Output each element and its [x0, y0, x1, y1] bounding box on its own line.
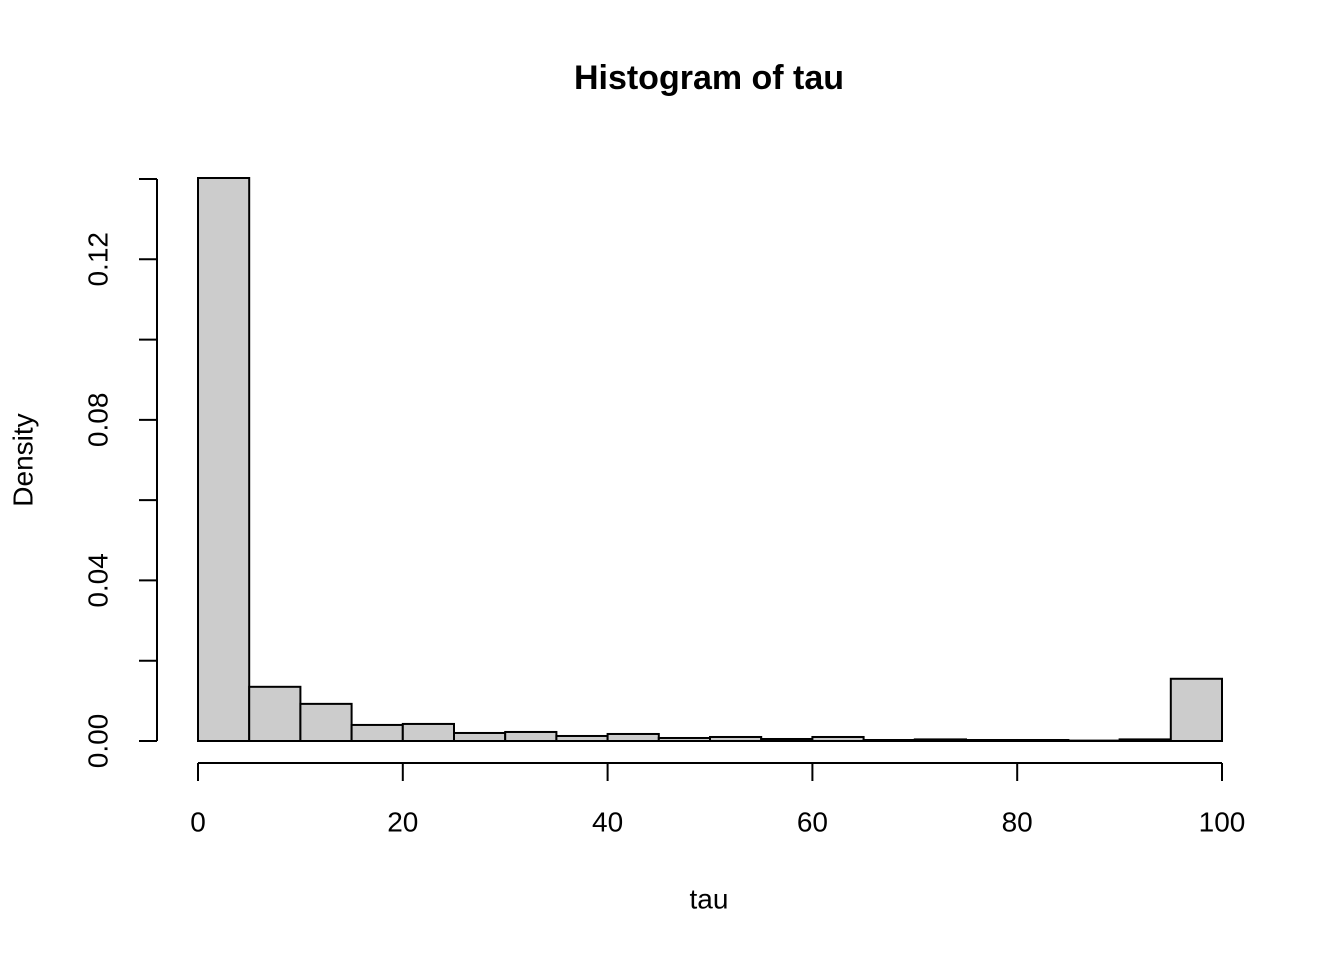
y-tick-label: 0.12: [82, 232, 113, 287]
bar: [453, 731, 507, 743]
bar: [1118, 738, 1172, 743]
bar: [965, 738, 1019, 742]
bar: [555, 734, 609, 742]
chart-title: Histogram of tau: [574, 59, 844, 97]
bar: [862, 738, 916, 742]
y-tick-label: 0.00: [82, 714, 113, 769]
y-tick-label: 0.04: [82, 553, 113, 608]
y-axis-label: Density: [7, 413, 38, 506]
bar: [811, 735, 865, 743]
bar: [760, 737, 814, 743]
bar: [504, 730, 558, 742]
bar: [197, 176, 251, 743]
bar: [299, 702, 353, 742]
x-axis-label: tau: [690, 883, 729, 914]
bar: [657, 736, 711, 742]
bar: [913, 738, 967, 743]
bar: [709, 735, 763, 743]
x-tick-label: 0: [190, 806, 206, 837]
bar: [606, 732, 660, 742]
x-tick-label: 100: [1199, 806, 1246, 837]
bar: [248, 685, 302, 742]
x-tick-label: 60: [797, 806, 828, 837]
x-tick-label: 20: [387, 806, 418, 837]
y-tick-label: 0.08: [82, 393, 113, 448]
bar: [1169, 677, 1224, 742]
bar: [1016, 738, 1070, 742]
bar: [350, 723, 404, 743]
x-tick-label: 40: [592, 806, 623, 837]
bar: [401, 722, 455, 742]
x-tick-label: 80: [1002, 806, 1033, 837]
